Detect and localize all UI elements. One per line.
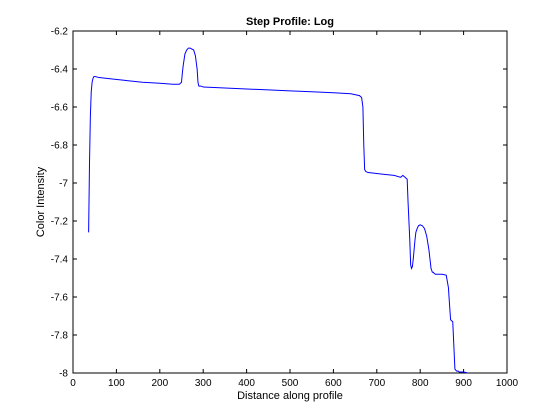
x-tick-label: 100 xyxy=(108,378,125,389)
chart-title: Step Profile: Log xyxy=(246,16,334,28)
x-tick-label: 700 xyxy=(368,378,385,389)
x-tick-label: 400 xyxy=(238,378,255,389)
y-axis-label: Color Intensity xyxy=(35,166,47,237)
y-tick-label: -7.4 xyxy=(51,255,69,266)
plot-area xyxy=(72,30,508,374)
x-tick-label: 500 xyxy=(282,378,299,389)
y-tick-label: -6.4 xyxy=(51,65,69,76)
series-line xyxy=(88,47,469,374)
y-tick-label: -6.2 xyxy=(51,27,69,38)
y-tick-label: -6.8 xyxy=(51,141,69,152)
y-tick-label: -7.2 xyxy=(51,217,69,228)
x-tick-label: 300 xyxy=(195,378,212,389)
y-tick-label: -7.8 xyxy=(51,331,69,342)
y-tick-label: -8 xyxy=(59,369,68,380)
x-tick-label: 0 xyxy=(70,378,76,389)
x-axis: 0 100 200 300 400 500 600 700 800 900 1000 xyxy=(70,31,519,389)
y-tick-label: -7 xyxy=(59,179,68,190)
x-tick-label: 900 xyxy=(455,378,472,389)
y-axis: -6.2 -6.4 -6.6 -6.8 -7 -7.2 -7.4 -7.6 -7.8 -8 xyxy=(51,27,507,380)
y-tick-label: -6.6 xyxy=(51,103,69,114)
y-tick-label: -7.6 xyxy=(51,293,69,304)
x-tick-label: 600 xyxy=(325,378,342,389)
x-tick-label: 800 xyxy=(412,378,429,389)
x-axis-label: Distance along profile xyxy=(237,390,343,402)
x-tick-label: 200 xyxy=(151,378,168,389)
x-tick-label: 1000 xyxy=(496,378,519,389)
